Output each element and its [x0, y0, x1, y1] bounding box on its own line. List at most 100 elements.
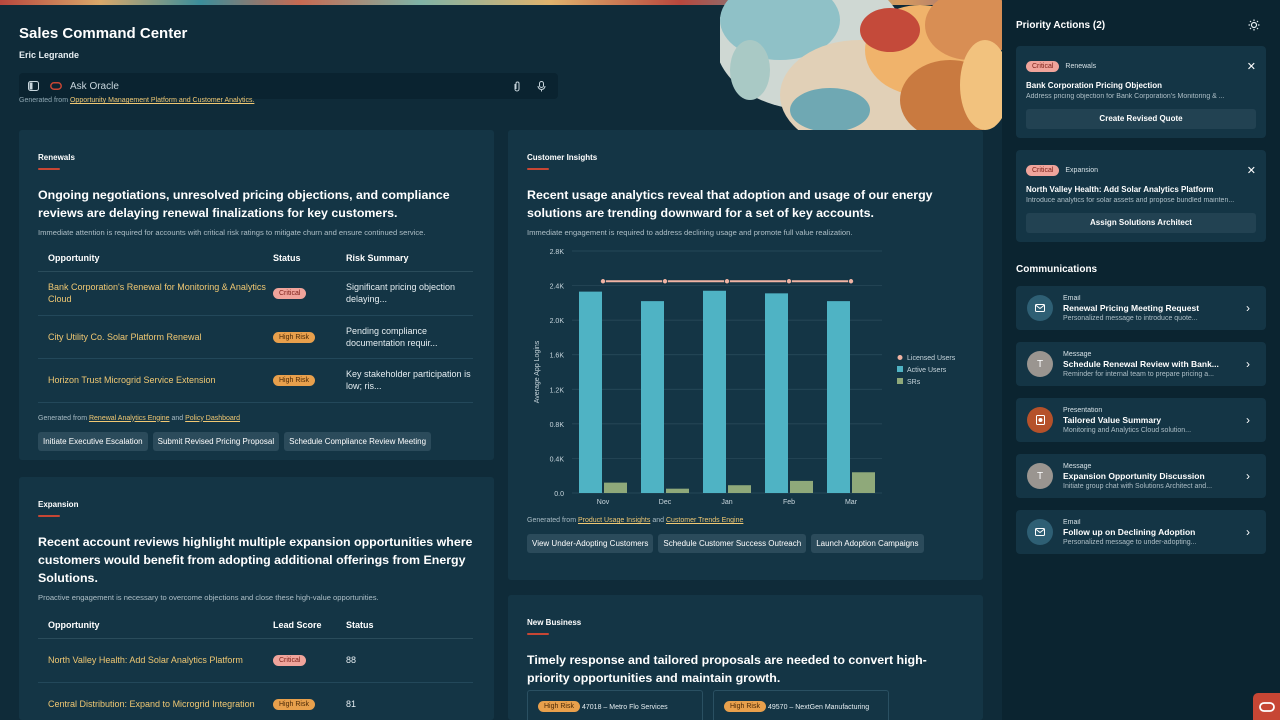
communication-item[interactable]: T Message Schedule Renewal Review with B…	[1016, 342, 1266, 386]
table-row[interactable]: Central Distribution: Expand to Microgri…	[38, 682, 473, 720]
table-row[interactable]: Horizon Trust Microgrid Service Extensio…	[38, 358, 473, 403]
generated-from-top: Generated from Opportunity Management Pl…	[19, 97, 254, 104]
x-tick-label: Dec	[659, 499, 672, 506]
opportunity-link[interactable]: Central Distribution: Expand to Microgri…	[38, 682, 273, 720]
opportunity-link[interactable]: Horizon Trust Microgrid Service Extensio…	[38, 358, 273, 403]
new-business-card: New Business Timely response and tailore…	[508, 595, 983, 720]
table-row[interactable]: North Valley Health: Add Solar Analytics…	[38, 638, 473, 683]
opportunity-link[interactable]: North Valley Health: Add Solar Analytics…	[38, 638, 273, 683]
y-tick-label: 0.4K	[550, 456, 565, 463]
priority-description: Address pricing objection for Bank Corpo…	[1026, 93, 1225, 100]
licensed-users-point	[600, 278, 607, 285]
table-row[interactable]: City Utility Co. Solar Platform Renewal …	[38, 315, 473, 359]
card-headline: Ongoing negotiations, unresolved pricing…	[38, 188, 450, 220]
oracle-assistant-button[interactable]	[1253, 693, 1280, 720]
sidebar-toggle-icon[interactable]	[28, 81, 39, 91]
label-underline	[38, 515, 60, 517]
view-under-adopting-button[interactable]: View Under-Adopting Customers	[527, 534, 654, 553]
mail-icon	[1027, 295, 1053, 321]
escalation-button[interactable]: Initiate Executive Escalation	[38, 431, 148, 451]
close-icon[interactable]: ✕	[1246, 165, 1256, 177]
active-users-bar	[827, 301, 850, 493]
priority-badge: Critical	[1026, 61, 1060, 72]
communication-item[interactable]: Presentation Tailored Value Summary Moni…	[1016, 398, 1266, 442]
comm-type: Email	[1063, 518, 1081, 526]
y-tick-label: 2.4K	[550, 284, 565, 291]
comm-type: Message	[1063, 462, 1092, 470]
insights-actions: View Under-Adopting Customers Schedule C…	[527, 534, 964, 553]
hero-illustration	[720, 0, 1002, 130]
priority-badge: Critical	[1026, 165, 1060, 176]
generated-prefix: Generated from	[527, 517, 577, 524]
expansion-card: Expansion Recent account reviews highlig…	[19, 477, 494, 720]
y-tick-label: 0.8K	[550, 422, 565, 429]
x-tick-label: Feb	[783, 499, 795, 506]
comm-description: Personalized message to introduce quote.…	[1063, 314, 1198, 322]
priority-title: North Valley Health: Add Solar Analytics…	[1026, 185, 1214, 194]
comm-title: Follow up on Declining Adoption	[1063, 526, 1196, 537]
pricing-proposal-button[interactable]: Submit Revised Pricing Proposal	[152, 431, 280, 451]
communication-item[interactable]: T Message Expansion Opportunity Discussi…	[1016, 454, 1266, 498]
create-revised-quote-button[interactable]: Create Revised Quote	[1026, 109, 1256, 129]
avatar-icon: T	[1027, 463, 1053, 489]
source-link[interactable]: Product Usage Insights	[577, 517, 651, 524]
status-badge: High Risk	[273, 375, 315, 387]
close-icon[interactable]: ✕	[1246, 61, 1256, 73]
chevron-right-icon: ›	[1246, 413, 1250, 427]
licensed-users-point	[661, 278, 668, 285]
main-content: Sales Command Center Eric Legrande Ask O…	[0, 0, 1002, 720]
licensed-users-point	[847, 278, 854, 285]
launch-campaigns-button[interactable]: Launch Adoption Campaigns	[811, 534, 924, 553]
table-row[interactable]: Bank Corporation's Renewal for Monitorin…	[38, 271, 473, 316]
status-cell: High Risk	[273, 315, 346, 359]
status-badge: High Risk	[273, 331, 315, 343]
y-tick-label: 1.6K	[550, 353, 565, 360]
generated-source-link[interactable]: Opportunity Management Platform and Cust…	[69, 97, 255, 104]
legend-swatch	[897, 366, 903, 372]
card-headline: Recent account reviews highlight multipl…	[38, 535, 473, 585]
schedule-outreach-button[interactable]: Schedule Customer Success Outreach	[658, 534, 807, 553]
legend-label: Active Users	[907, 367, 947, 374]
score-value: 81	[346, 682, 473, 720]
x-tick-label: Jan	[721, 499, 732, 506]
chevron-right-icon: ›	[1246, 357, 1250, 371]
status-badge: Critical	[273, 288, 307, 300]
card-label: Renewals	[38, 153, 75, 162]
ask-oracle-bar[interactable]: Ask Oracle	[19, 73, 558, 99]
label-underline	[527, 168, 549, 170]
attach-icon[interactable]	[513, 81, 521, 92]
source-link[interactable]: Renewal Analytics Engine	[88, 414, 170, 422]
assign-architect-button[interactable]: Assign Solutions Architect	[1026, 213, 1256, 233]
decorative-strip	[0, 0, 1000, 5]
priority-category: Renewals	[1065, 63, 1097, 70]
settings-icon[interactable]	[1248, 19, 1260, 31]
comm-title: Schedule Renewal Review with Bank...	[1063, 358, 1219, 369]
active-users-bar	[641, 301, 664, 493]
srs-bar	[728, 485, 751, 493]
communication-item[interactable]: Email Renewal Pricing Meeting Request Pe…	[1016, 286, 1266, 330]
opportunity-link[interactable]: City Utility Co. Solar Platform Renewal	[38, 315, 273, 359]
legend-swatch	[897, 355, 903, 360]
status-cell: High Risk	[273, 358, 346, 403]
communications-title: Communications	[1016, 264, 1098, 275]
communication-item[interactable]: Email Follow up on Declining Adoption Pe…	[1016, 510, 1266, 554]
status-badge: High Risk	[724, 701, 766, 712]
comm-description: Initiate group chat with Solutions Archi…	[1063, 482, 1213, 490]
y-tick-label: 0.0	[554, 491, 564, 498]
compliance-meeting-button[interactable]: Schedule Compliance Review Meeting	[284, 431, 432, 451]
opportunity-name: 49570 – NextGen Manufacturing	[768, 704, 870, 711]
risk-summary: Key stakeholder participation is low; ri…	[346, 358, 473, 403]
new-business-item[interactable]: High Risk 47018 – Metro Flo Services	[527, 690, 703, 720]
source-link[interactable]: Customer Trends Engine	[665, 517, 744, 524]
risk-summary: Pending compliance documentation requir.…	[346, 315, 473, 359]
renewals-table: Opportunity Status Risk Summary Bank Cor…	[38, 253, 473, 403]
opportunity-link[interactable]: Bank Corporation's Renewal for Monitorin…	[38, 271, 273, 316]
priority-title: Bank Corporation Pricing Objection	[1026, 81, 1163, 90]
card-label: Customer Insights	[527, 153, 598, 162]
new-business-item[interactable]: High Risk 49570 – NextGen Manufacturing	[713, 690, 889, 720]
comm-description: Personalized message to under-adopting..…	[1063, 538, 1197, 546]
source-link[interactable]: Policy Dashboard	[185, 414, 241, 422]
generated-prefix: Generated from	[19, 97, 69, 104]
microphone-icon[interactable]	[537, 80, 546, 92]
ask-oracle-input[interactable]: Ask Oracle	[70, 80, 119, 92]
